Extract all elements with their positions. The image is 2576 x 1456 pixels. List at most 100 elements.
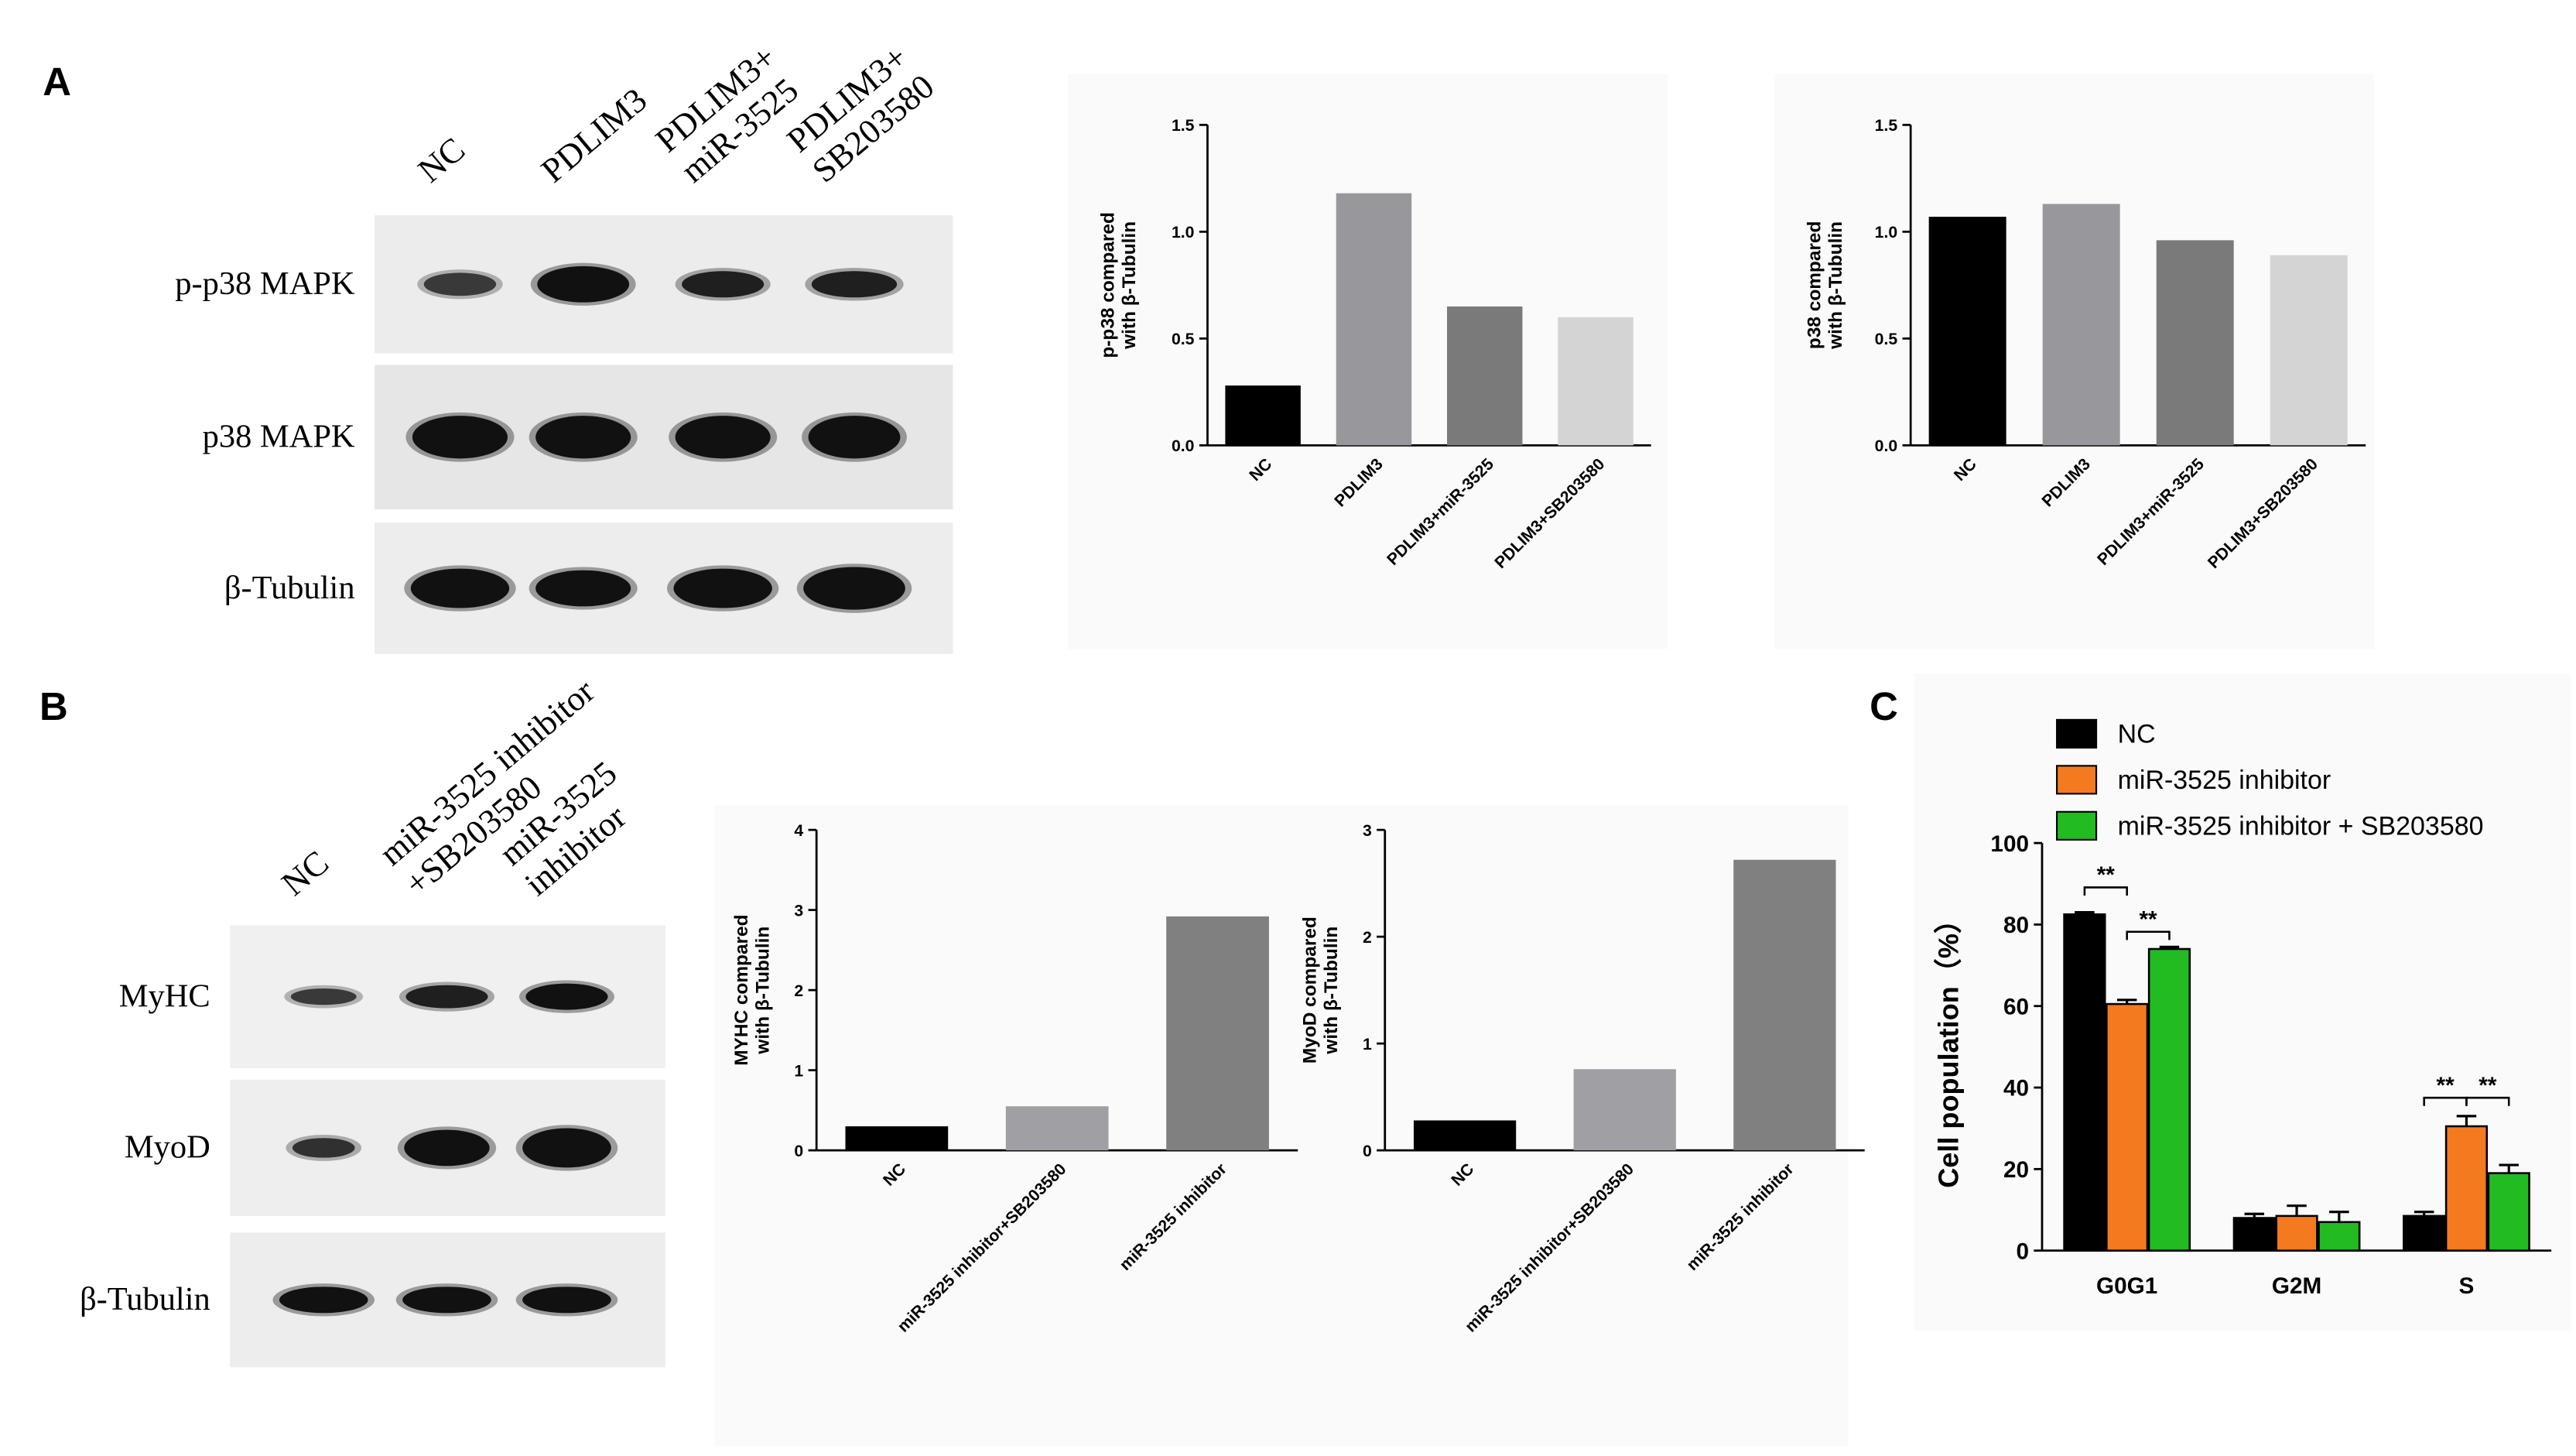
- panel-letter: B: [39, 684, 68, 728]
- y-tick-label: 0.0: [1172, 437, 1195, 455]
- blot-row-label: β-Tubulin: [224, 570, 355, 606]
- significance-label: **: [2437, 1073, 2455, 1098]
- y-axis-label: MYHC compared: [731, 914, 752, 1065]
- blot-band: [404, 1129, 490, 1167]
- blot-band: [405, 985, 488, 1009]
- blot-band: [522, 1128, 611, 1168]
- backdrop: [714, 805, 1849, 1447]
- bar: [2042, 204, 2120, 446]
- legend-label: miR-3525 inhibitor + SB203580: [2118, 811, 2484, 841]
- bar: [1225, 385, 1301, 446]
- error-bar: [2287, 1204, 2307, 1216]
- blot-band: [535, 416, 631, 459]
- blot-row-label: β-Tubulin: [80, 1281, 210, 1317]
- significance-bracket: [2465, 1096, 2510, 1106]
- bar: [845, 1126, 949, 1151]
- y-axis-label: with β-Tubulin: [1321, 927, 1342, 1055]
- y-tick-label: 80: [2003, 913, 2029, 938]
- y-tick-label: 2: [1363, 929, 1372, 947]
- y-tick-label: 4: [794, 822, 803, 840]
- bar: [2270, 255, 2348, 446]
- blot-band: [682, 271, 765, 298]
- panel-letter: C: [1870, 684, 1898, 728]
- significance-label: **: [2097, 862, 2116, 888]
- y-axis-label: p-p38 compared: [1097, 212, 1118, 358]
- blot-band: [292, 1138, 355, 1158]
- blot-band: [290, 988, 357, 1005]
- y-tick-label: 0.0: [1875, 437, 1898, 455]
- y-tick-label: 3: [794, 902, 803, 920]
- blot-band: [402, 1286, 491, 1314]
- blot-row-label: p-p38 MAPK: [175, 266, 355, 302]
- legend-swatch: [2056, 718, 2098, 749]
- y-axis-label: with β-Tubulin: [753, 927, 774, 1055]
- blot-band: [808, 416, 901, 459]
- blot-row-label: MyHC: [119, 978, 210, 1014]
- bar: [1166, 916, 1269, 1151]
- blot-band: [535, 570, 631, 607]
- y-tick-label: 3: [1363, 822, 1372, 840]
- blot-band: [410, 568, 510, 608]
- bar: [2232, 1217, 2276, 1252]
- y-tick-label: 1: [794, 1062, 803, 1080]
- x-tick-label: G0G1: [2096, 1273, 2157, 1299]
- y-axis-label: p38 compared: [1804, 221, 1825, 349]
- blot-band: [423, 272, 497, 296]
- y-tick-label: 20: [2003, 1157, 2029, 1183]
- y-axis-label: with β-Tubulin: [1825, 221, 1846, 350]
- blot-row-label: p38 MAPK: [203, 418, 355, 454]
- bar: [1558, 317, 1634, 446]
- bar: [1447, 306, 1523, 446]
- bar: [1573, 1069, 1676, 1151]
- y-axis-label: Cell population（%）: [1933, 906, 1965, 1188]
- blot-band: [673, 568, 772, 608]
- x-tick-label: S: [2459, 1273, 2475, 1299]
- significance-label: **: [2140, 906, 2158, 932]
- y-tick-label: 1.0: [1875, 224, 1898, 242]
- bar: [2063, 913, 2106, 1252]
- bar: [1928, 217, 2006, 446]
- legend-label: NC: [2118, 720, 2156, 749]
- bar: [2147, 947, 2191, 1252]
- y-tick-label: 100: [1990, 831, 2029, 857]
- bar: [2403, 1214, 2446, 1252]
- bar: [2444, 1125, 2489, 1252]
- significance-label: **: [2479, 1073, 2497, 1098]
- y-tick-label: 1.5: [1875, 117, 1898, 135]
- error-bar: [2499, 1163, 2519, 1173]
- error-bar: [2414, 1211, 2434, 1216]
- blot-band: [811, 271, 898, 298]
- error-bar: [2116, 999, 2137, 1005]
- y-tick-label: 0: [794, 1143, 803, 1160]
- y-tick-label: 0: [1363, 1143, 1372, 1160]
- blot-band: [412, 416, 508, 459]
- y-tick-label: 2: [794, 982, 803, 1000]
- blot-band: [279, 1286, 368, 1314]
- bar: [2318, 1221, 2361, 1252]
- y-tick-label: 40: [2003, 1076, 2029, 1101]
- legend-label: miR-3525 inhibitor: [2118, 766, 2331, 795]
- error-bar: [2075, 911, 2095, 915]
- bar: [2106, 1002, 2149, 1252]
- y-tick-label: 60: [2003, 994, 2029, 1019]
- error-bar: [2244, 1212, 2265, 1218]
- x-tick-label: G2M: [2272, 1273, 2321, 1299]
- blot-row-label: MyoD: [125, 1129, 210, 1166]
- error-bar: [2159, 945, 2180, 950]
- significance-bracket: [2083, 886, 2128, 896]
- significance-bracket: [2126, 930, 2171, 940]
- blot-band: [522, 1286, 611, 1314]
- bar: [1733, 859, 1836, 1151]
- y-tick-label: 0: [2016, 1238, 2029, 1264]
- bar: [1005, 1106, 1109, 1151]
- y-tick-label: 1: [1363, 1036, 1372, 1053]
- y-tick-label: 1.0: [1172, 224, 1195, 242]
- y-axis-label: MyoD compared: [1300, 916, 1321, 1064]
- error-bar: [2329, 1211, 2349, 1222]
- y-axis-label: with β-Tubulin: [1119, 221, 1140, 350]
- error-bar: [2456, 1115, 2477, 1127]
- y-tick-label: 0.5: [1172, 331, 1195, 348]
- panel-letter: A: [43, 60, 71, 104]
